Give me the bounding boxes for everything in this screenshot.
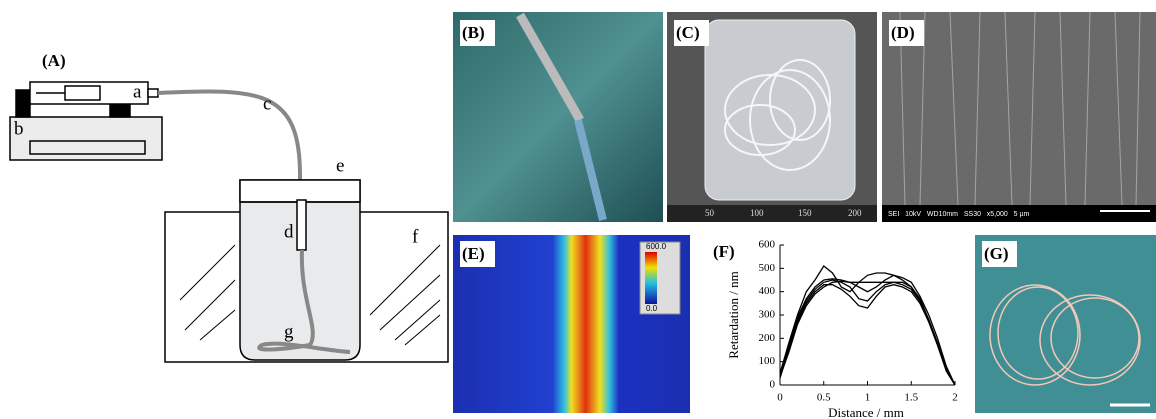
ruler-label: 150 bbox=[798, 208, 812, 218]
ruler-label: 50 bbox=[705, 208, 715, 218]
data-line bbox=[780, 281, 955, 385]
ruler bbox=[667, 205, 877, 222]
x-tick-label: 2 bbox=[952, 392, 958, 404]
data-line bbox=[780, 280, 955, 385]
panel-label: (C) bbox=[676, 23, 700, 42]
y-tick-label: 100 bbox=[759, 355, 776, 367]
part-label: e bbox=[336, 155, 344, 176]
part-label: f bbox=[412, 226, 419, 247]
panel-a bbox=[10, 82, 448, 362]
ruler-label: 200 bbox=[848, 208, 862, 218]
ruler-label: 100 bbox=[750, 208, 764, 218]
x-tick-label: 0 bbox=[777, 392, 783, 404]
y-axis-label: Retardation / nm bbox=[726, 271, 741, 358]
colorbar-min: 0.0 bbox=[646, 304, 658, 313]
y-tick-label: 600 bbox=[759, 239, 776, 251]
x-tick-label: 0.5 bbox=[817, 392, 831, 404]
data-line bbox=[780, 266, 955, 385]
panel-label: (G) bbox=[984, 244, 1009, 263]
panel-label: (B) bbox=[462, 23, 485, 42]
colorbar bbox=[645, 252, 657, 304]
y-tick-label: 500 bbox=[759, 262, 776, 274]
y-tick-label: 400 bbox=[759, 285, 776, 297]
part-label: c bbox=[263, 93, 271, 114]
part-label: g bbox=[284, 321, 294, 342]
y-tick-label: 200 bbox=[759, 332, 776, 344]
panel-label: (F) bbox=[713, 242, 735, 261]
figure: (A) a b c d e f g (B) 50 100 150 200 (C)… bbox=[0, 0, 1156, 419]
part-label: d bbox=[284, 221, 294, 242]
panel-label: (A) bbox=[42, 51, 66, 70]
x-tick-label: 1 bbox=[865, 392, 871, 404]
sem-info: SEI 10kV WD10mm SS30 x5,000 5 µm bbox=[888, 211, 1030, 218]
panel-label: (D) bbox=[891, 23, 915, 42]
colorbar-max: 600.0 bbox=[646, 242, 667, 251]
y-tick-label: 300 bbox=[759, 309, 776, 321]
panel-label: (E) bbox=[462, 244, 485, 263]
x-tick-label: 1.5 bbox=[904, 392, 918, 404]
part-label: b bbox=[14, 118, 24, 139]
part-label: a bbox=[133, 81, 142, 102]
y-tick-label: 0 bbox=[770, 379, 776, 391]
x-axis-label: Distance / mm bbox=[828, 405, 904, 419]
